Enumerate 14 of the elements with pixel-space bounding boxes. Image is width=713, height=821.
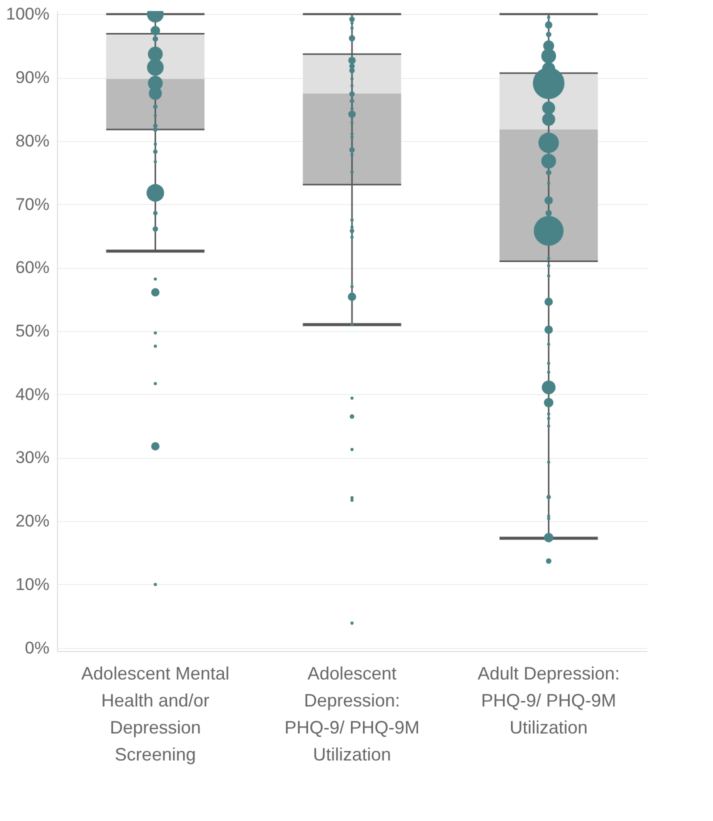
y-tick-label: 10% xyxy=(15,574,50,594)
x-tick-label: Adult Depression: PHQ-9/ PHQ-9M Utilization xyxy=(478,664,620,738)
x-tick-label: Adolescent Mental Health and/or Depression Screening xyxy=(81,664,230,764)
y-tick-label: 70% xyxy=(15,194,50,214)
y-tick-label: 100% xyxy=(6,4,50,24)
y-tick-label: 90% xyxy=(15,68,50,88)
y-tick-label: 50% xyxy=(15,322,50,340)
y-tick-label: 0% xyxy=(24,638,50,658)
y-tick-label: 40% xyxy=(15,384,50,404)
y-tick-label: 30% xyxy=(15,448,50,468)
y-tick-label: 20% xyxy=(15,512,50,531)
y-tick-label: 60% xyxy=(15,258,50,278)
x-tick-label: Adolescent Depression: PHQ-9/ PHQ-9M Utilization xyxy=(284,664,420,764)
y-tick-label: 80% xyxy=(15,131,50,150)
